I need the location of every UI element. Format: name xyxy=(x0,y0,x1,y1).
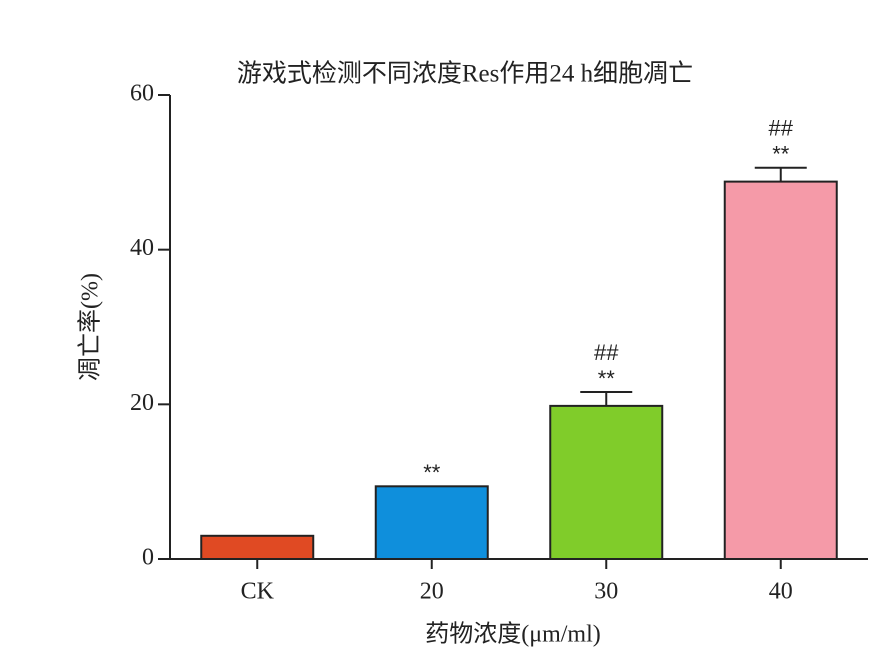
chart-title: 游戏式检测不同浓度Res作用24 h细胞凋亡 xyxy=(237,60,693,88)
x-tick-label: 30 xyxy=(594,579,618,605)
y-tick-label: 60 xyxy=(130,81,154,107)
y-tick-label: 40 xyxy=(130,235,154,261)
significance-label: ** xyxy=(772,142,790,167)
y-tick-label: 20 xyxy=(130,390,154,416)
significance-label: ## xyxy=(769,116,794,141)
x-tick-label: 40 xyxy=(769,579,793,605)
bar xyxy=(374,485,489,561)
significance-label: ** xyxy=(423,460,441,485)
bar xyxy=(723,180,838,560)
x-tick-label: CK xyxy=(241,579,275,605)
x-tick-label: 20 xyxy=(420,579,444,605)
y-tick-label: 0 xyxy=(142,545,154,571)
significance-label: ## xyxy=(594,340,619,365)
y-axis-label: 凋亡率(%) xyxy=(77,273,104,381)
bar xyxy=(200,534,315,560)
x-axis-label: 药物浓度(μm/ml) xyxy=(425,621,601,648)
significance-label: ** xyxy=(598,366,616,391)
bar xyxy=(549,404,664,560)
